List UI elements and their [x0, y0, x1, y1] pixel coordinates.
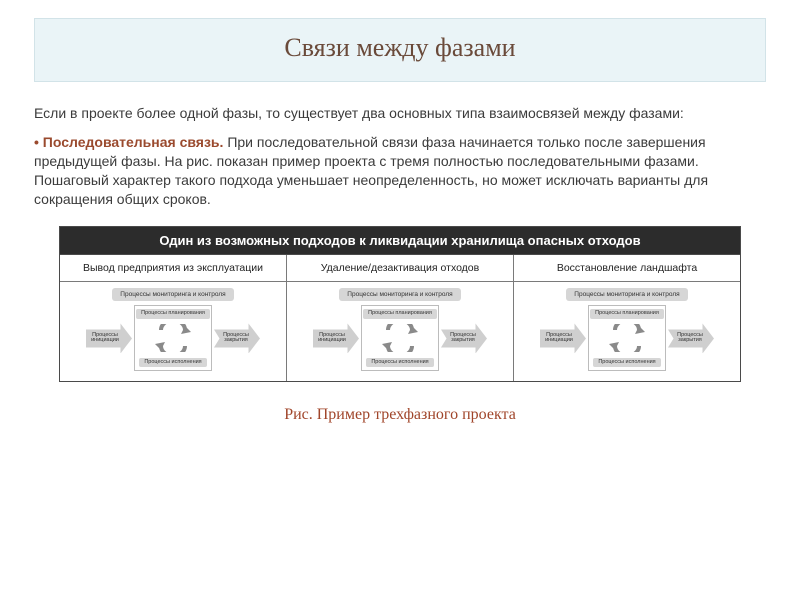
initiation-arrow: Процессы инициации: [313, 323, 359, 353]
monitoring-chip: Процессы мониторинга и контроля: [339, 288, 460, 301]
monitoring-chip: Процессы мониторинга и контроля: [112, 288, 233, 301]
cycle-arrows-icon: [605, 324, 649, 352]
bullet-paragraph: • Последовательная связь. При последоват…: [34, 133, 766, 209]
monitoring-chip: Процессы мониторинга и контроля: [566, 288, 687, 301]
intro-paragraph: Если в проекте более одной фазы, то суще…: [34, 104, 766, 123]
initiation-arrow: Процессы инициации: [86, 323, 132, 353]
execution-chip: Процессы исполнения: [139, 358, 206, 368]
process-row: Процессы инициации Процессы планирования…: [516, 305, 738, 371]
initiation-arrow: Процессы инициации: [540, 323, 586, 353]
phase-body-3: Процессы мониторинга и контроля Процессы…: [514, 282, 740, 381]
cycle-arrows-icon: [151, 324, 195, 352]
process-row: Процессы инициации Процессы планирования…: [62, 305, 284, 371]
diagram: Один из возможных подходов к ликвидации …: [59, 226, 741, 382]
cycle-arrows-icon: [378, 324, 422, 352]
phase-title-3: Восстановление ландшафта: [514, 255, 740, 281]
diagram-header: Один из возможных подходов к ликвидации …: [60, 227, 740, 255]
planning-chip: Процессы планирования: [590, 309, 664, 319]
phase-title-2: Удаление/дезактивация отходов: [287, 255, 514, 281]
closing-arrow: Процессы закрытия: [441, 323, 487, 353]
title-band: Связи между фазами: [34, 18, 766, 82]
phase-titles-row: Вывод предприятия из эксплуатации Удален…: [60, 255, 740, 282]
figure-caption: Рис. Пример трехфазного проекта: [34, 406, 766, 424]
phase-bodies-row: Процессы мониторинга и контроля Процессы…: [60, 282, 740, 381]
slide-title: Связи между фазами: [284, 33, 515, 62]
execution-chip: Процессы исполнения: [366, 358, 433, 368]
body-text: Если в проекте более одной фазы, то суще…: [34, 104, 766, 208]
phase-body-2: Процессы мониторинга и контроля Процессы…: [287, 282, 514, 381]
planning-chip: Процессы планирования: [363, 309, 437, 319]
plan-exec-cycle: Процессы планирования Процессы исполнени…: [588, 305, 666, 371]
closing-arrow: Процессы закрытия: [214, 323, 260, 353]
slide: Связи между фазами Если в проекте более …: [0, 0, 800, 600]
phase-title-1: Вывод предприятия из эксплуатации: [60, 255, 287, 281]
plan-exec-cycle: Процессы планирования Процессы исполнени…: [134, 305, 212, 371]
bullet-lead: • Последовательная связь.: [34, 134, 223, 150]
closing-arrow: Процессы закрытия: [668, 323, 714, 353]
planning-chip: Процессы планирования: [136, 309, 210, 319]
process-row: Процессы инициации Процессы планирования…: [289, 305, 511, 371]
plan-exec-cycle: Процессы планирования Процессы исполнени…: [361, 305, 439, 371]
execution-chip: Процессы исполнения: [593, 358, 660, 368]
phase-body-1: Процессы мониторинга и контроля Процессы…: [60, 282, 287, 381]
